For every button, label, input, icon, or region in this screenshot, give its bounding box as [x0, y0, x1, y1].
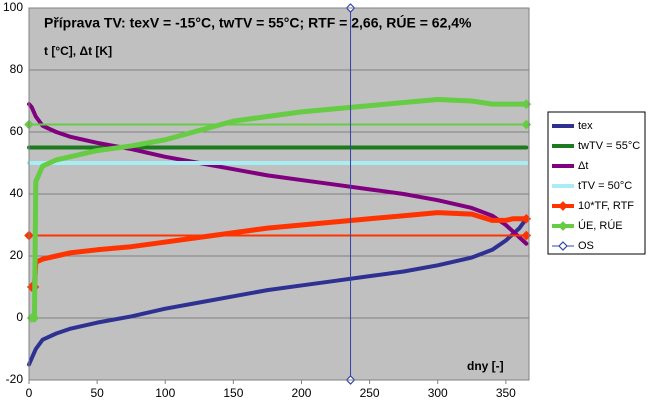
y-tick-label: 40: [10, 186, 24, 200]
plot-frame: [28, 7, 530, 381]
x-tick-label: 300: [428, 386, 448, 400]
chart-title: Příprava TV: texV = -15°C, twTV = 55°C; …: [44, 14, 472, 31]
legend-items: tex twTV = 55°C Δt tTV = 50°C 10*TF, RTF ÚE, …: [552, 120, 640, 252]
legend-label: Δt: [578, 160, 588, 172]
x-axis-label: dny [-]: [467, 359, 504, 373]
y-axis-label: t [°C], Δt [K]: [44, 44, 112, 58]
y-tick-label: 100: [3, 0, 23, 14]
y-tick-label: -20: [6, 372, 24, 386]
legend-label: tex: [578, 120, 593, 132]
series-lines: [24, 3, 532, 385]
y-tick-label: 0: [16, 310, 23, 324]
legend: [547, 111, 646, 255]
marker: [558, 201, 568, 211]
y-tick-label: 20: [10, 248, 24, 262]
marker: [29, 313, 40, 323]
legend-label: 10*TF, RTF: [578, 200, 634, 212]
x-tick-label: 150: [223, 386, 243, 400]
x-tick-label: 100: [155, 386, 175, 400]
legend-label: OS: [578, 240, 594, 252]
marker: [558, 241, 568, 251]
x-tick-label: 250: [360, 386, 380, 400]
legend-label: ÚE, RÚE: [578, 219, 623, 232]
series-line: [29, 210, 529, 290]
series-line: [29, 96, 529, 321]
x-tick-label: 0: [26, 386, 33, 400]
x-tick-label: 200: [291, 386, 311, 400]
x-tick-label: 50: [90, 386, 104, 400]
legend-label: tTV = 50°C: [578, 180, 632, 192]
y-tick-label: 60: [10, 124, 24, 138]
legend-label: twTV = 55°C: [578, 140, 640, 152]
x-tick-label: 350: [496, 386, 516, 400]
series-line: [27, 216, 529, 367]
y-tick-label: 80: [10, 62, 24, 76]
marker: [558, 221, 568, 231]
